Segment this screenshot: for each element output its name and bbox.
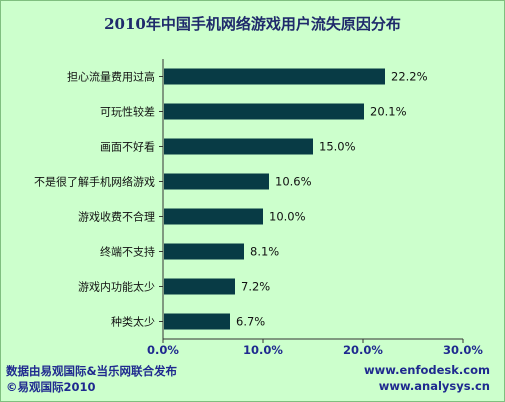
category-label: 终端不支持 <box>100 245 155 259</box>
value-label: 10.6% <box>275 175 312 189</box>
bar <box>164 208 263 225</box>
value-label: 22.2% <box>391 70 428 84</box>
value-label: 7.2% <box>241 280 270 294</box>
bar <box>164 138 313 155</box>
category-label: 种类太少 <box>111 315 155 329</box>
bar <box>164 173 269 190</box>
footer-copyright: ©易观国际2010 <box>6 380 96 394</box>
footer-source: 数据由易观国际&当乐网联合发布 <box>6 364 178 378</box>
x-tick-label: 10.0% <box>243 343 283 357</box>
footer-url-enfodesk: www.enfodesk.com <box>364 363 490 377</box>
value-label: 15.0% <box>319 140 356 154</box>
category-label: 画面不好看 <box>100 140 155 154</box>
bar <box>164 103 364 120</box>
x-tick-label: 0.0% <box>147 343 179 357</box>
value-label: 10.0% <box>269 210 306 224</box>
value-label: 20.1% <box>370 105 407 119</box>
x-tick-label: 30.0% <box>443 343 483 357</box>
footer-url-analysys: www.analysys.cn <box>378 379 490 393</box>
bar <box>164 243 244 260</box>
category-label: 游戏收费不合理 <box>78 210 155 224</box>
category-label: 可玩性较差 <box>100 105 155 119</box>
value-label: 6.7% <box>236 315 265 329</box>
value-label: 8.1% <box>250 245 279 259</box>
bar <box>164 313 230 330</box>
category-label: 担心流量费用过高 <box>67 70 155 84</box>
category-label: 不是很了解手机网络游戏 <box>34 175 155 189</box>
bar <box>164 278 235 295</box>
x-tick-label: 20.0% <box>343 343 383 357</box>
bar <box>164 68 385 85</box>
category-label: 游戏内功能太少 <box>78 280 155 294</box>
chart-title: 2010年中国手机网络游戏用户流失原因分布 <box>104 15 401 33</box>
